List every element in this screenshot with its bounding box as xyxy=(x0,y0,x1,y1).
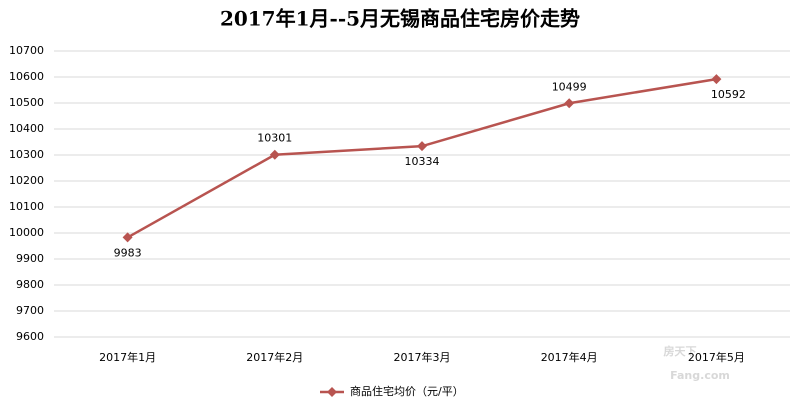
y-tick-label: 9600 xyxy=(16,330,44,343)
x-tick-label: 2017年4月 xyxy=(541,350,598,364)
x-tick-label: 2017年2月 xyxy=(246,350,303,364)
watermark: Fang.com xyxy=(670,369,730,382)
marker xyxy=(711,74,722,85)
marker xyxy=(417,141,427,152)
y-tick-label: 9700 xyxy=(16,304,44,317)
data-label: 10499 xyxy=(552,80,587,93)
y-tick-label: 9900 xyxy=(16,252,44,265)
data-label: 9983 xyxy=(114,246,142,259)
marker xyxy=(269,149,280,160)
x-tick-label: 2017年3月 xyxy=(394,350,451,364)
data-label: 10592 xyxy=(711,88,746,101)
x-tick-label: 2017年5月 xyxy=(688,350,745,364)
y-tick-label: 10400 xyxy=(9,122,44,135)
y-tick-label: 10000 xyxy=(9,226,44,239)
x-tick-label: 2017年1月 xyxy=(99,350,156,364)
legend-label: 商品住宅均价（元/平） xyxy=(350,384,464,398)
legend-marker xyxy=(327,387,337,397)
y-tick-label: 10700 xyxy=(9,44,44,57)
y-tick-label: 10200 xyxy=(9,174,44,187)
chart-title: 2017年1月--5月无锡商品住宅房价走势 xyxy=(220,7,580,31)
y-tick-label: 10100 xyxy=(9,200,44,213)
y-tick-label: 10300 xyxy=(9,148,44,161)
data-label: 10334 xyxy=(405,155,440,168)
marker xyxy=(564,98,575,109)
data-label: 10301 xyxy=(257,132,292,145)
y-tick-label: 9800 xyxy=(16,278,44,291)
y-tick-label: 10500 xyxy=(9,96,44,109)
watermark: 房天下 xyxy=(664,344,697,358)
y-tick-label: 10600 xyxy=(9,70,44,83)
marker xyxy=(122,232,133,243)
